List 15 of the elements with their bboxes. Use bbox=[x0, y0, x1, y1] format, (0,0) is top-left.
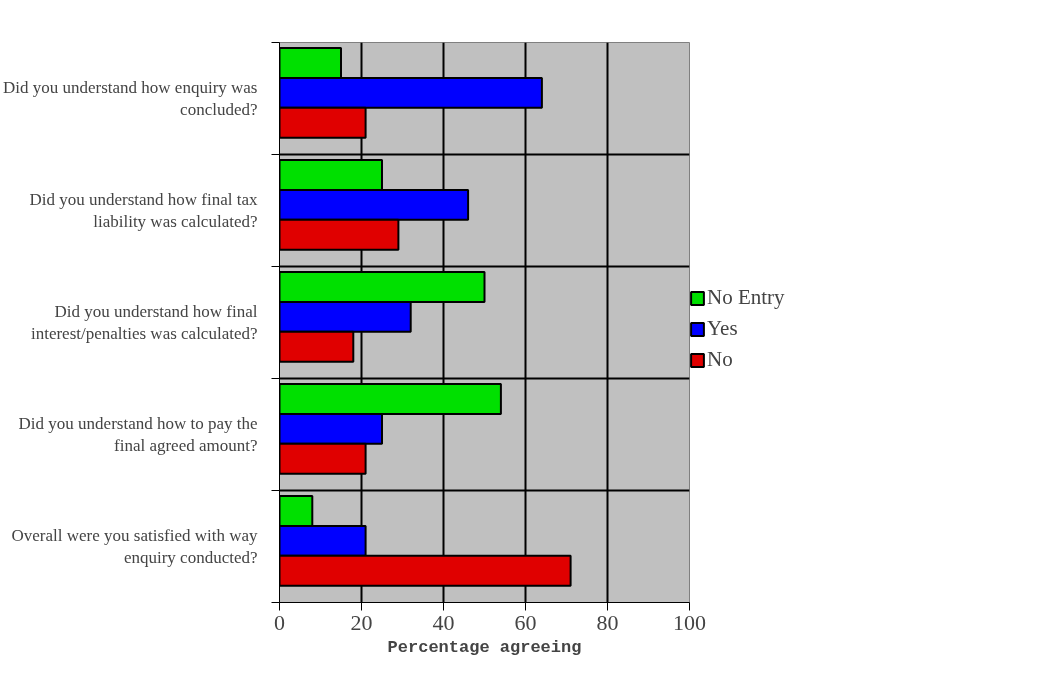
y-tick-label: Did you understand how final interest/penalties was calculated? bbox=[30, 301, 258, 344]
legend-label: Yes bbox=[707, 316, 738, 341]
x-tick-label: 0 bbox=[274, 609, 285, 635]
x-tick-label: 20 bbox=[350, 609, 373, 635]
y-tick-label: Did you understand how enquiry was concluded? bbox=[3, 77, 258, 120]
x-tick-label: 60 bbox=[514, 609, 537, 635]
y-tick-label: Did you understand how to pay the final agreed amount? bbox=[18, 413, 258, 456]
x-tick-label: 80 bbox=[596, 609, 619, 635]
x-tick-label: 40 bbox=[432, 609, 455, 635]
legend-label: No bbox=[707, 347, 733, 372]
y-tick-label: Overall were you satisfied with way enquiry conducted? bbox=[11, 525, 258, 568]
x-axis-title: Percentage agreeing bbox=[387, 637, 582, 657]
legend-label: No Entry bbox=[707, 285, 785, 310]
x-tick-label: 100 bbox=[673, 609, 706, 635]
y-tick-label: Did you understand how final tax liability was calculated? bbox=[29, 189, 258, 232]
